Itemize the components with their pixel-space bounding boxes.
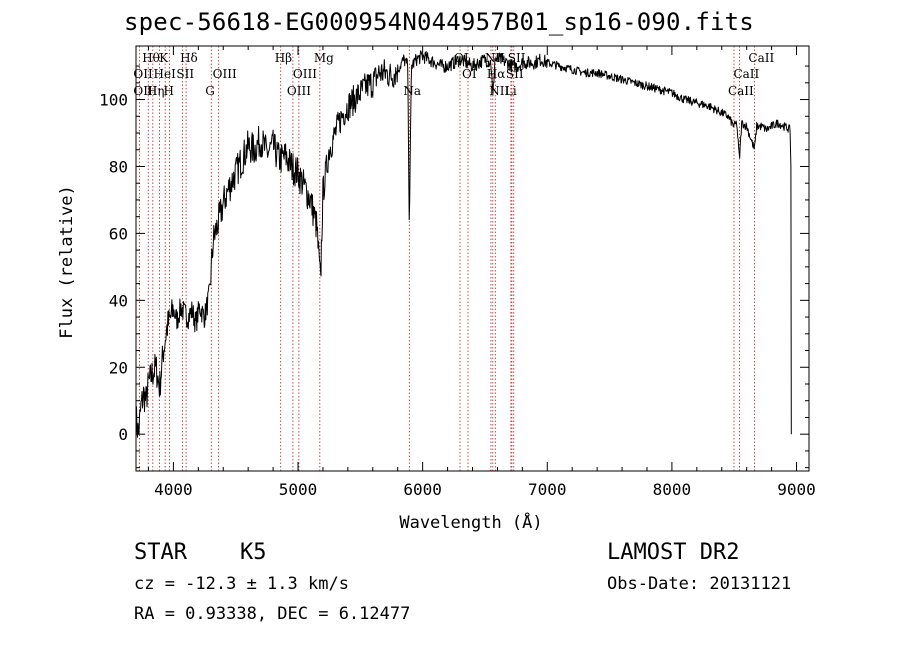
line-annotations: HθOIIOIIIKHeIHηHδSIIHOIIIGHβOIIIOIIIMgNa… <box>133 51 774 98</box>
line-annotation-11: Hβ <box>275 51 292 65</box>
line-annotation-13: OIII <box>287 84 311 98</box>
line-annotation-19: Hα <box>487 67 506 81</box>
x-tick-label-4: 8000 <box>653 480 692 499</box>
x-axis-label: Wavelength (Å) <box>399 511 542 533</box>
y-tick-label-0: 0 <box>118 425 128 444</box>
survey-name: LAMOST DR2 <box>607 540 740 565</box>
line-annotation-22: Li <box>505 84 517 98</box>
line-annotation-26: CaII <box>728 84 754 98</box>
plot-frame <box>135 45 810 472</box>
line-annotation-25: CaII <box>733 67 759 81</box>
y-tick-label-4: 80 <box>109 157 128 176</box>
line-markers <box>138 46 755 471</box>
y-tick-label-3: 60 <box>109 224 128 243</box>
spectrum-line <box>135 50 792 438</box>
y-tick-label-2: 40 <box>109 291 128 310</box>
line-annotation-3: K <box>159 51 169 65</box>
object-subclass: K5 <box>240 540 267 565</box>
line-annotation-4: HeI <box>154 67 177 81</box>
line-annotation-23: SII <box>508 51 526 65</box>
line-annotation-7: SII <box>176 67 194 81</box>
coordinates: RA = 0.93338, DEC = 6.12477 <box>134 604 411 624</box>
redshift-readout: cz = -12.3 ± 1.3 km/s <box>134 574 349 594</box>
line-annotation-8: H <box>164 84 174 98</box>
line-annotation-24: CaII <box>748 51 774 65</box>
page-title: spec-56618-EG000954N044957B01_sp16-090.f… <box>124 8 754 36</box>
line-annotation-12: OIII <box>293 67 317 81</box>
axis-ticks: 4000 5000 6000 7000 8000 9000 0 20 40 60 80 100 <box>99 46 816 499</box>
line-annotation-15: Na <box>403 84 421 98</box>
line-annotation-6: Hδ <box>180 51 198 65</box>
x-tick-label-5: 9000 <box>777 480 816 499</box>
obs-date: Obs-Date: 20131121 <box>607 574 792 594</box>
spectrum-series <box>135 50 792 438</box>
x-tick-label-3: 7000 <box>528 480 567 499</box>
object-class: STAR <box>134 540 187 565</box>
x-tick-label-2: 6000 <box>403 480 442 499</box>
line-annotation-18: NII <box>485 51 505 65</box>
line-annotation-5: Hη <box>147 84 165 98</box>
y-tick-label-5: 100 <box>99 91 128 110</box>
line-annotation-17: OI <box>462 67 477 81</box>
line-annotation-20: NII <box>489 84 509 98</box>
line-annotation-9: OIII <box>213 67 237 81</box>
line-annotation-14: Mg <box>314 51 334 65</box>
line-annotation-1: OII <box>133 67 153 81</box>
line-annotation-2: OIII <box>133 84 157 98</box>
line-annotation-10: G <box>205 84 215 98</box>
x-tick-label-1: 5000 <box>279 480 318 499</box>
y-tick-label-1: 20 <box>109 358 128 377</box>
x-tick-label-0: 4000 <box>154 480 193 499</box>
y-axis-label: Flux (relative) <box>57 185 77 339</box>
line-annotation-21: SII <box>506 67 524 81</box>
line-annotation-0: Hθ <box>142 51 160 65</box>
line-annotation-16: OI <box>454 51 469 65</box>
